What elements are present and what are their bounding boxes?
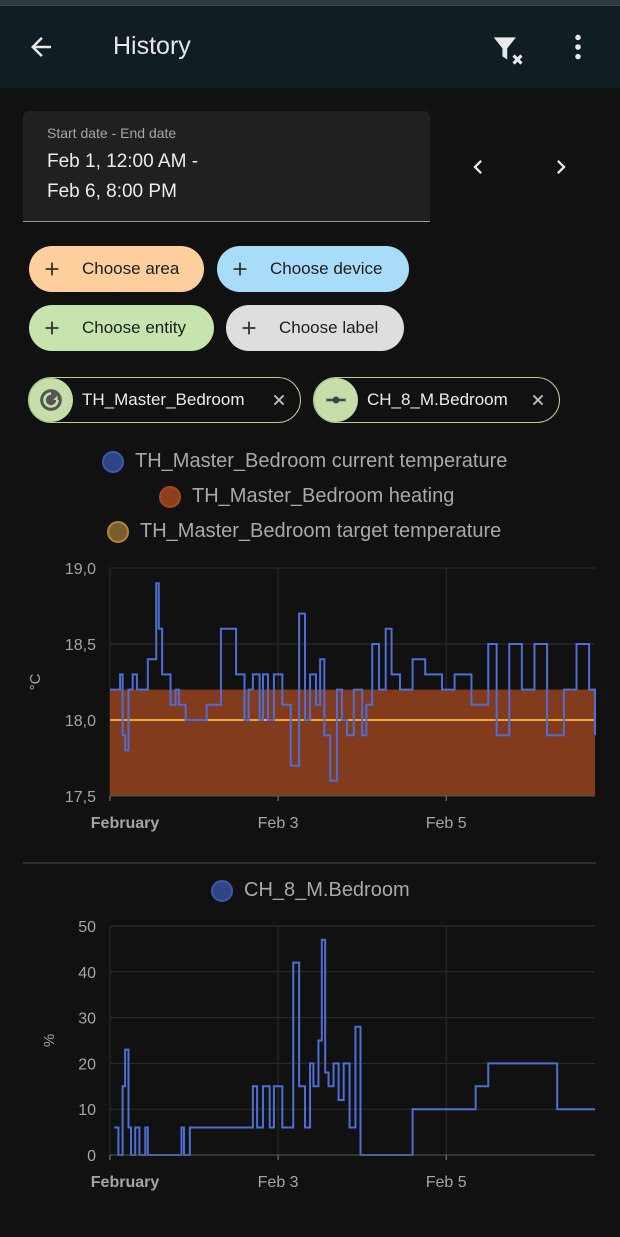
- legend-dot: [211, 879, 233, 902]
- selected-entity-chip[interactable]: CH_8_M.Bedroom: [313, 377, 560, 423]
- choose-label-chip[interactable]: Choose label: [226, 305, 404, 351]
- plus-icon: [45, 262, 59, 276]
- close-icon[interactable]: [268, 389, 290, 411]
- valve-position-chart[interactable]: 50 40 30 20 10 0 February Feb 3 Feb 5%: [0, 910, 620, 1200]
- y-tick-label: 20: [78, 1056, 96, 1073]
- thermostat-auto-icon: [29, 378, 73, 422]
- date-range-start: Feb 1, 12:00 AM -: [47, 151, 199, 172]
- plus-icon: [45, 321, 59, 335]
- x-tick-label: Feb 5: [426, 815, 467, 832]
- legend-dot: [159, 485, 181, 508]
- y-tick-label: 18,0: [65, 713, 96, 730]
- top-edge: [0, 0, 620, 5]
- legend-label: TH_Master_Bedroom target temperature: [140, 520, 502, 542]
- plus-icon: [233, 262, 247, 276]
- legend-label: CH_8_M.Bedroom: [244, 879, 410, 901]
- choose-entity-chip[interactable]: Choose entity: [29, 305, 214, 351]
- y-tick-label: 17,5: [65, 789, 96, 806]
- y-tick-label: 18,5: [65, 637, 96, 654]
- choose-area-chip[interactable]: Choose area: [29, 246, 204, 292]
- x-tick-label: February: [91, 815, 160, 832]
- dots-vertical-icon[interactable]: [565, 31, 591, 63]
- selected-entity-label: TH_Master_Bedroom: [82, 390, 245, 409]
- legend-target-temperature[interactable]: TH_Master_Bedroom target temperature: [107, 520, 501, 543]
- series-line: [110, 582, 596, 782]
- x-tick-label: February: [91, 1174, 160, 1191]
- page-title: History: [113, 32, 191, 60]
- chevron-right-icon[interactable]: [547, 150, 575, 184]
- choose-device-chip[interactable]: Choose device: [217, 246, 409, 292]
- y-axis-label: °C: [27, 673, 44, 690]
- chevron-left-icon[interactable]: [464, 150, 492, 184]
- legend-heating[interactable]: TH_Master_Bedroom heating: [159, 485, 454, 508]
- y-tick-label: 40: [78, 965, 96, 982]
- legend-label: TH_Master_Bedroom heating: [192, 485, 455, 507]
- choose-device-label: Choose device: [270, 259, 383, 278]
- y-tick-label: 0: [87, 1148, 96, 1165]
- valve-icon: [314, 378, 358, 422]
- temperature-chart[interactable]: 19,0 18,5 18,0 17,5 February Feb 3 Feb 5 °C: [0, 550, 620, 840]
- legend-current-temperature[interactable]: TH_Master_Bedroom current temperature: [102, 450, 507, 473]
- selected-entity-label: CH_8_M.Bedroom: [367, 390, 508, 409]
- series-line: [114, 938, 595, 1156]
- close-icon[interactable]: [527, 389, 549, 411]
- legend-dot: [107, 520, 129, 543]
- heating-area: [110, 689, 595, 796]
- chart-divider: [23, 862, 596, 864]
- x-tick-label: Feb 3: [258, 815, 299, 832]
- filter-remove-icon[interactable]: [489, 31, 527, 69]
- choose-area-label: Choose area: [82, 259, 180, 278]
- x-tick-label: Feb 5: [426, 1174, 467, 1191]
- date-range-label: Start date - End date: [47, 125, 177, 141]
- y-tick-label: 19,0: [65, 561, 96, 578]
- selected-entity-chip[interactable]: TH_Master_Bedroom: [28, 377, 301, 423]
- date-range-picker[interactable]: Start date - End date Feb 1, 12:00 AM - …: [23, 111, 430, 222]
- choose-entity-label: Choose entity: [82, 318, 186, 337]
- plus-icon: [242, 321, 256, 335]
- date-range-end: Feb 6, 8:00 PM: [47, 181, 177, 202]
- legend-dot: [102, 450, 124, 473]
- y-tick-label: 10: [78, 1102, 96, 1119]
- legend-label: TH_Master_Bedroom current temperature: [135, 450, 508, 472]
- y-tick-label: 50: [78, 919, 96, 936]
- app-bar: History: [0, 5, 620, 88]
- x-tick-label: Feb 3: [258, 1174, 299, 1191]
- y-tick-label: 30: [78, 1011, 96, 1028]
- y-axis-label: %: [41, 1034, 58, 1047]
- arrow-left-icon[interactable]: [26, 32, 56, 62]
- choose-label-label: Choose label: [279, 318, 379, 337]
- legend-valve[interactable]: CH_8_M.Bedroom: [211, 879, 410, 902]
